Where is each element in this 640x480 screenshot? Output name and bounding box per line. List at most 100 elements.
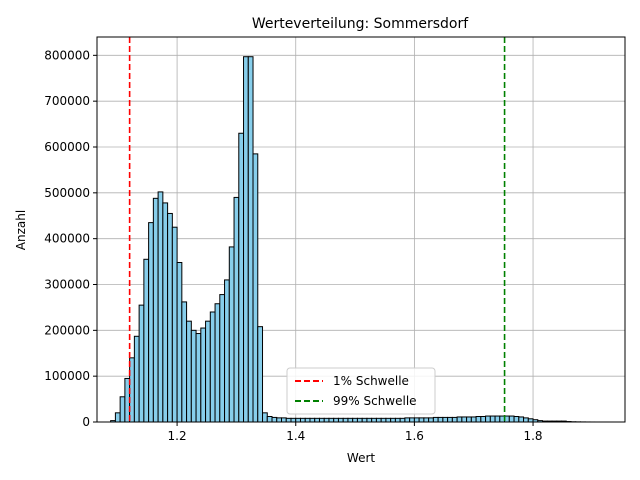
histogram-bar	[162, 202, 169, 423]
histogram-bar	[475, 416, 482, 423]
y-tick-label: 100000	[44, 369, 90, 383]
histogram-bar	[171, 226, 178, 423]
histogram-bar	[461, 416, 468, 423]
histogram-bar	[380, 417, 387, 423]
threshold-lines	[128, 37, 506, 422]
histogram-bar	[233, 196, 240, 423]
y-tick-label: 200000	[44, 323, 90, 337]
histogram-bar	[375, 417, 382, 423]
histogram-bar	[228, 246, 235, 423]
histogram-bar	[266, 416, 273, 423]
histogram-bar	[114, 412, 121, 423]
x-tick-label: 1.2	[168, 429, 187, 443]
histogram-bar	[133, 335, 140, 423]
histogram-bar	[447, 416, 453, 423]
histogram-bar	[152, 197, 159, 423]
x-tick-label: 1.8	[523, 429, 542, 443]
histogram-bar	[295, 417, 301, 423]
histogram-bar	[314, 417, 320, 423]
histogram-bar	[418, 417, 425, 423]
histogram-bar	[247, 56, 254, 423]
histogram-bar	[485, 415, 491, 423]
histogram-bar	[428, 417, 434, 423]
histogram-bar	[523, 417, 529, 423]
histogram-bar	[480, 416, 487, 423]
grid	[97, 37, 625, 423]
histogram-bar	[413, 417, 420, 423]
histogram-bar	[513, 416, 520, 423]
histogram-bar	[186, 320, 192, 423]
histogram-bar	[442, 416, 449, 423]
histogram-bar	[390, 417, 396, 423]
histogram-bar	[276, 417, 283, 423]
histogram-bar	[205, 320, 211, 423]
histogram-bar	[470, 416, 477, 423]
histogram-bar	[342, 417, 349, 423]
histogram-bar	[214, 303, 221, 423]
y-tick-label: 500000	[44, 186, 90, 200]
histogram-bar	[456, 416, 463, 423]
x-tick-label: 1.6	[405, 429, 424, 443]
histogram-bar	[371, 417, 377, 423]
histogram-bar	[290, 417, 297, 423]
histogram-bar	[143, 258, 150, 423]
histogram-bar	[409, 417, 415, 423]
histogram-bar	[285, 417, 292, 423]
chart-title: Werteverteilung: Sommersdorf	[252, 16, 469, 32]
histogram-bar	[404, 417, 411, 423]
histogram-bar	[157, 191, 164, 423]
histogram-bar	[337, 417, 344, 423]
histogram-bar	[518, 416, 525, 423]
x-axis-ticks: 1.2 1.4 1.6 1.8	[168, 422, 543, 443]
histogram-bar	[224, 279, 230, 423]
histogram-bar	[271, 416, 278, 423]
histogram-bar	[323, 417, 330, 423]
x-tick-label: 1.4	[286, 429, 305, 443]
histogram-bar	[195, 333, 202, 423]
histogram-bar	[262, 412, 268, 423]
histogram-bar	[309, 417, 316, 423]
y-axis-label: Anzahl	[14, 210, 28, 250]
histogram-bar	[176, 262, 183, 423]
histogram-bar	[328, 417, 335, 423]
legend-label-1pct: 1% Schwelle	[333, 374, 409, 388]
histogram-bar	[399, 417, 406, 423]
histogram-bar	[148, 222, 154, 423]
histogram-bar	[238, 132, 245, 423]
histogram-bar	[304, 417, 311, 423]
histogram-bar	[243, 56, 249, 423]
histogram-bar	[333, 417, 339, 423]
y-tick-label: 0	[82, 415, 90, 429]
histogram-bar	[466, 416, 472, 423]
histogram-bar	[318, 417, 325, 423]
histogram-bar	[451, 416, 458, 423]
plot-frame	[96, 36, 626, 423]
y-tick-label: 700000	[44, 94, 90, 108]
y-tick-label: 300000	[44, 278, 90, 292]
y-tick-label: 400000	[44, 232, 90, 246]
bars	[110, 56, 615, 423]
histogram-bar	[385, 417, 392, 423]
y-tick-label: 800000	[44, 48, 90, 62]
histogram-bar	[361, 417, 368, 423]
histogram-bar	[209, 311, 216, 423]
legend: 1% Schwelle 99% Schwelle	[286, 367, 436, 415]
histogram-bar	[352, 417, 358, 423]
y-axis-ticks: 0 100000 200000 300000 400000 500000 600000 700…	[44, 48, 97, 429]
legend-box	[286, 367, 436, 415]
histogram-bar	[190, 329, 197, 423]
histogram-bar	[366, 417, 373, 423]
histogram-bar	[494, 415, 501, 423]
x-axis-label: Wert	[347, 451, 375, 465]
y-tick-label: 600000	[44, 140, 90, 154]
histogram-bar	[181, 301, 188, 423]
histogram-bar	[119, 396, 126, 423]
histogram-bar	[508, 415, 515, 423]
histogram-bar	[200, 327, 207, 423]
histogram-bar	[257, 326, 264, 423]
histogram-bar	[281, 417, 287, 423]
histogram-bar	[347, 417, 354, 423]
histogram-bar	[252, 153, 259, 423]
histogram-bar	[394, 417, 401, 423]
